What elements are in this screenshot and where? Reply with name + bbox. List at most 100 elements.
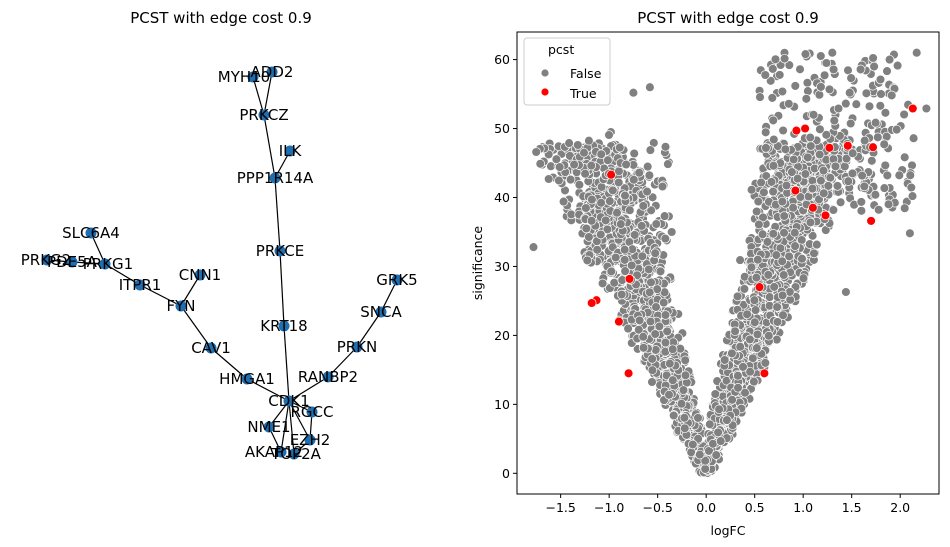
node-PPP1R14A — [269, 172, 281, 184]
y-tick-label: 40 — [494, 190, 510, 205]
scatter-point-false — [755, 92, 765, 102]
scatter-point-false — [746, 262, 757, 273]
scatter-point-false — [899, 203, 910, 213]
x-tick-label: −0.5 — [642, 500, 672, 515]
scatter-point-false — [732, 291, 743, 302]
scatter-point-false — [847, 148, 858, 158]
scatter-point-false — [711, 450, 721, 460]
scatter-point-false — [911, 47, 922, 58]
scatter-point-false — [713, 427, 723, 438]
scatter-point-false — [771, 250, 782, 260]
scatter-point-false — [828, 205, 839, 215]
scatter-point-false — [551, 154, 562, 164]
node-CDK1 — [283, 395, 295, 407]
node-PRKG1 — [99, 258, 111, 270]
scatter-point-false — [668, 410, 679, 421]
y-axis-ticks: 0 10 20 30 40 50 60 — [494, 52, 517, 481]
scatter-point-false — [790, 81, 801, 91]
scatter-point-false — [774, 70, 785, 80]
scatter-panel: PCST with edge cost 0.9 −1.5 −1.0 −0.5 0.0 0… — [470, 9, 940, 538]
legend-marker-false — [540, 68, 550, 78]
node-label-HMGA1: HMGA1 — [219, 370, 275, 388]
node-PRKCE — [274, 245, 286, 257]
scatter-point-false — [655, 266, 666, 277]
scatter-point-false — [763, 270, 774, 280]
scatter-point-false — [892, 60, 903, 71]
scatter-title: PCST with edge cost 0.9 — [637, 9, 819, 27]
node-label-SNCA: SNCA — [360, 303, 402, 321]
scatter-point-false — [756, 177, 766, 188]
scatter-point-false — [921, 103, 932, 114]
scatter-point-false — [870, 117, 881, 128]
edge-CDK1-TOP2A — [288, 400, 295, 455]
scatter-point-false — [876, 89, 886, 99]
scatter-point-false — [829, 115, 840, 126]
scatter-point-false — [719, 355, 730, 365]
x-tick-label: −1.5 — [545, 500, 575, 515]
edge-ADD2-PRKCZ — [263, 71, 273, 116]
scatter-point-false — [715, 436, 726, 446]
scatter-point-false — [805, 217, 816, 228]
scatter-point-false — [766, 177, 777, 187]
node-label-AKAP12: AKAP12 — [245, 443, 303, 461]
scatter-point-false — [615, 142, 625, 153]
scatter-point-false — [586, 216, 597, 226]
scatter-point-true — [843, 141, 853, 151]
legend-label-true: True — [569, 86, 597, 101]
node-label-PRKN: PRKN — [337, 338, 378, 356]
scatter-point-false — [749, 295, 760, 305]
scatter-point-false — [778, 270, 789, 280]
scatter-point-false — [856, 197, 867, 207]
scatter-point-false — [554, 175, 564, 186]
legend[interactable]: pcst False True — [523, 37, 611, 106]
scatter-point-false — [612, 207, 622, 218]
scatter-point-true — [820, 210, 831, 221]
scatter-point-true — [824, 143, 835, 153]
scatter-point-false — [835, 197, 846, 208]
scatter-point-false — [806, 141, 816, 151]
scatter-point-false — [844, 87, 855, 98]
node-label-CDK1: CDK1 — [268, 392, 309, 410]
scatter-point-false — [797, 253, 807, 264]
scatter-point-false — [827, 47, 838, 58]
scatter-point-false — [700, 464, 710, 474]
scatter-point-true — [868, 142, 878, 152]
scatter-point-false — [851, 99, 862, 109]
scatter-point-false — [750, 317, 760, 328]
scatter-point-false — [676, 398, 687, 409]
scatter-point-false — [753, 196, 764, 207]
scatter-point-false — [733, 383, 743, 393]
scatter-point-false — [619, 244, 630, 255]
node-FYN — [175, 300, 187, 312]
x-tick-label: 0.0 — [696, 500, 716, 515]
scatter-point-false — [730, 326, 740, 337]
scatter-point-false — [636, 221, 647, 231]
node-label-RGCC: RGCC — [291, 403, 334, 421]
scatter-point-false — [554, 162, 565, 172]
x-tick-label: −1.0 — [594, 500, 624, 515]
scatter-point-false — [625, 205, 635, 215]
scatter-point-true — [606, 169, 616, 180]
scatter-point-false — [535, 159, 546, 169]
scatter-point-false — [760, 358, 771, 368]
scatter-point-false — [710, 389, 721, 399]
scatter-point-false — [828, 64, 839, 75]
scatter-point-false — [678, 385, 689, 395]
scatter-point-false — [847, 168, 858, 179]
node-label-PRKG1: PRKG1 — [83, 255, 133, 273]
scatter-point-false — [784, 251, 794, 262]
x-axis-ticks: −1.5 −1.0 −0.5 0.0 0.5 1.0 1.5 2.0 — [545, 494, 910, 515]
scatter-point-false — [645, 145, 656, 155]
edge-FYN-ITPR1 — [139, 284, 182, 307]
edge-FYN-CNN1 — [180, 274, 201, 307]
scatter-point-false — [574, 180, 585, 190]
scatter-point-false — [705, 419, 715, 430]
scatter-point-false — [787, 167, 797, 177]
scatter-point-false — [693, 413, 703, 423]
scatter-point-false — [761, 143, 771, 153]
scatter-point-false — [879, 139, 889, 150]
scatter-point-true — [808, 203, 818, 213]
scatter-point-false — [779, 228, 789, 238]
scatter-point-false — [759, 187, 769, 198]
node-NME1 — [263, 421, 275, 433]
